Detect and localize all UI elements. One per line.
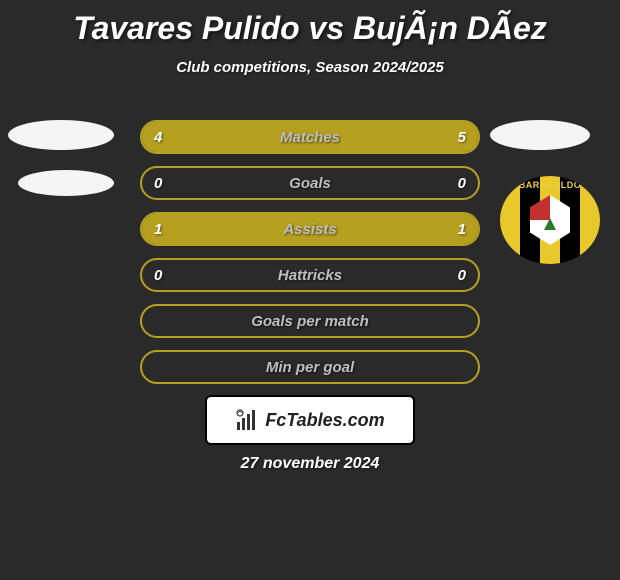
fctables-logo-icon [235, 408, 259, 432]
page-title: Tavares Pulido vs BujÃ¡n DÃ­ez [0, 0, 620, 47]
left-avatar-placeholders [8, 120, 114, 216]
bar-value-right: 0 [458, 260, 466, 290]
comparison-bars: Matches45Goals00Assists11Hattricks00Goal… [140, 120, 480, 396]
stat-bar: Min per goal [140, 350, 480, 384]
stat-bar: Goals per match [140, 304, 480, 338]
bar-value-right: 5 [458, 122, 466, 152]
bar-label: Goals per match [142, 306, 478, 336]
date-stamp: 27 november 2024 [0, 455, 620, 473]
fctables-text: FcTables.com [265, 410, 384, 431]
stat-bar: Matches4 5 [140, 120, 480, 154]
bar-value-right: 0 [458, 168, 466, 198]
right-avatar-placeholder [490, 120, 590, 150]
avatar-placeholder [8, 120, 114, 150]
page-subtitle: Club competitions, Season 2024/2025 [0, 59, 620, 76]
badge-circle: BARAKALDO [500, 176, 600, 264]
stat-bar: Hattricks0 0 [140, 258, 480, 292]
badge-name: BARAKALDO [500, 180, 600, 190]
stat-bar: Assists1 1 [140, 212, 480, 246]
bar-label: Hattricks [142, 260, 478, 290]
tree-icon [544, 218, 556, 230]
bar-value-left: 0 [154, 260, 162, 290]
bar-value-right: 1 [458, 214, 466, 244]
fctables-watermark: FcTables.com [205, 395, 415, 445]
bar-value-left: 4 [154, 122, 162, 152]
avatar-placeholder [18, 170, 114, 196]
bar-label: Goals [142, 168, 478, 198]
bar-value-left: 1 [154, 214, 162, 244]
bar-label: Min per goal [142, 352, 478, 382]
bar-label: Matches [142, 122, 478, 152]
bar-label: Assists [142, 214, 478, 244]
stat-bar: Goals0 0 [140, 166, 480, 200]
club-badge: BARAKALDO [500, 176, 600, 264]
bar-value-left: 0 [154, 168, 162, 198]
